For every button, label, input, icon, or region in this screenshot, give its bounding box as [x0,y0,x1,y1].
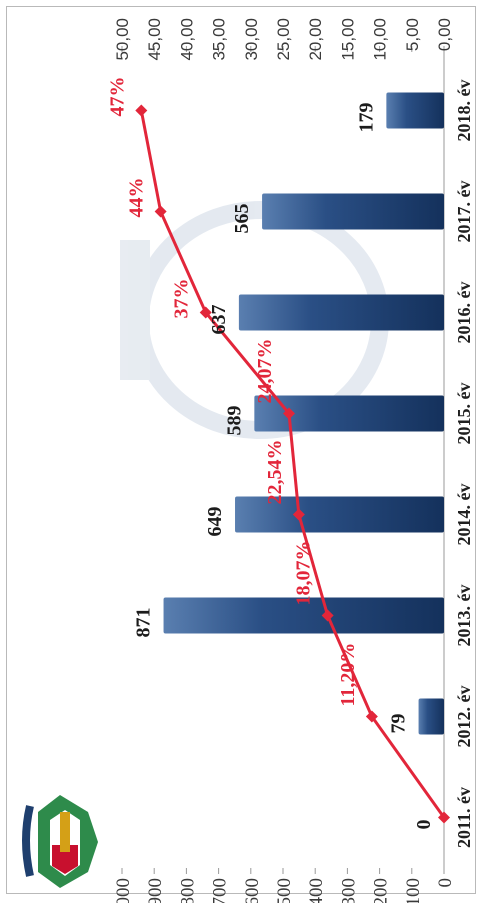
category-label: 2013. év [454,585,474,647]
line-percentage-label: 44% [126,178,148,218]
bar-series [163,92,444,735]
left-axis-tick-label: 100 [403,878,424,903]
right-axis-tick-label: 25,00 [274,18,293,61]
left-axis-tick-label: 1 000 [113,878,134,903]
left-axis-tick-label: 600 [242,878,263,903]
left-axis-tick-label: 0 [435,878,456,888]
category-label: 2011. év [454,787,474,848]
category-label: 2012. év [454,686,474,748]
bar-value-label: 565 [231,204,253,234]
line-percentage-label: 37% [171,279,193,319]
axis-ticks: 0 100 200 300 400 500 600 700 800 900 1 000 0,00 5,0… [113,18,456,903]
bar [163,597,444,634]
left-axis-tick-label: 200 [371,878,392,903]
right-axis-tick-label: 5,00 [403,18,422,51]
line-point [365,710,378,723]
chart-frame [6,6,476,894]
gridlines [121,46,445,874]
line-percentage-label: 47% [106,76,128,116]
right-axis-tick-label: 10,00 [371,18,390,61]
right-axis-tick-label: 20,00 [306,18,325,61]
category-label: 2016. év [454,282,474,344]
left-axis-tick-label: 800 [177,878,198,903]
category-label: 2017. év [454,181,474,243]
line-point [154,205,167,218]
bar-value-label: 79 [388,714,410,734]
right-axis-tick-label: 45,00 [145,18,164,61]
bar-value-label: 589 [223,406,245,436]
line-percentage-label: 24,07% [254,339,276,404]
bar-value-label: 649 [204,507,226,537]
line-point [321,609,334,622]
right-axis-tick-label: 15,00 [338,18,357,61]
right-axis-tick-label: 0,00 [435,18,454,51]
right-axis-tick-label: 50,00 [113,18,132,61]
line-percentage-label: 18,07% [293,541,315,606]
bar [262,193,444,230]
line-point [199,306,212,319]
percentage-line [139,110,446,819]
line-point [438,811,450,824]
right-axis-tick-label: 30,00 [242,18,261,61]
bar-value-label: 871 [133,608,155,638]
bar-value-label: 0 [413,820,435,830]
bar [418,698,444,735]
line-point [282,407,295,420]
category-label: 2015. év [454,383,474,445]
line-series [135,104,450,824]
bar [235,496,444,533]
right-axis-tick-label: 40,00 [177,18,196,61]
line-point [135,104,148,117]
right-axis-tick-label: 35,00 [210,18,229,61]
category-label: 2014. év [454,484,474,546]
left-axis-tick-label: 900 [145,878,166,903]
line-percentage-label: 22,54% [264,440,286,505]
line-percentage-label: 11,20% [337,643,359,707]
left-axis-tick-label: 300 [338,878,359,903]
left-axis-tick-label: 700 [210,878,231,903]
bar [238,294,444,331]
bar [386,92,444,129]
category-label: 2018. év [454,80,474,142]
line-point [292,508,305,521]
data-labels: 0 2011. év 79 2012. év 871 2013. év 649 2014. é… [106,76,474,848]
bar [254,395,444,432]
bar-value-label: 637 [208,305,230,335]
bar-value-label: 179 [355,103,377,133]
left-axis-tick-label: 400 [306,878,327,903]
emblem-logo [22,795,98,888]
left-axis-tick-label: 500 [274,878,295,903]
